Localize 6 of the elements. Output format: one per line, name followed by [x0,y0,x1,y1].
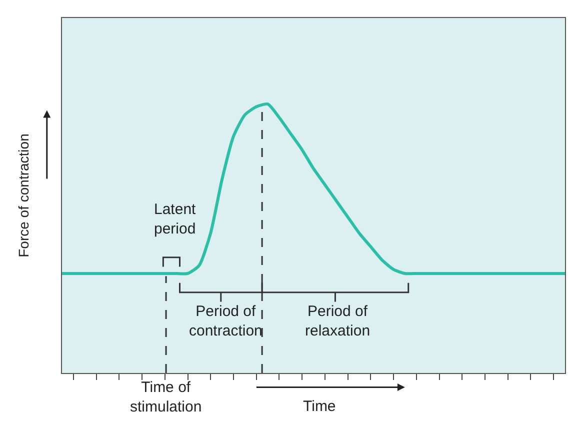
annotation: Latent period [154,201,197,238]
text: Time of stimulation [130,379,202,416]
x-axis-title: Time [303,398,336,415]
annotation: Period of contraction [189,303,262,340]
y-axis-title: Force of contraction [16,134,32,258]
annotation: Period of relaxation [305,303,370,340]
